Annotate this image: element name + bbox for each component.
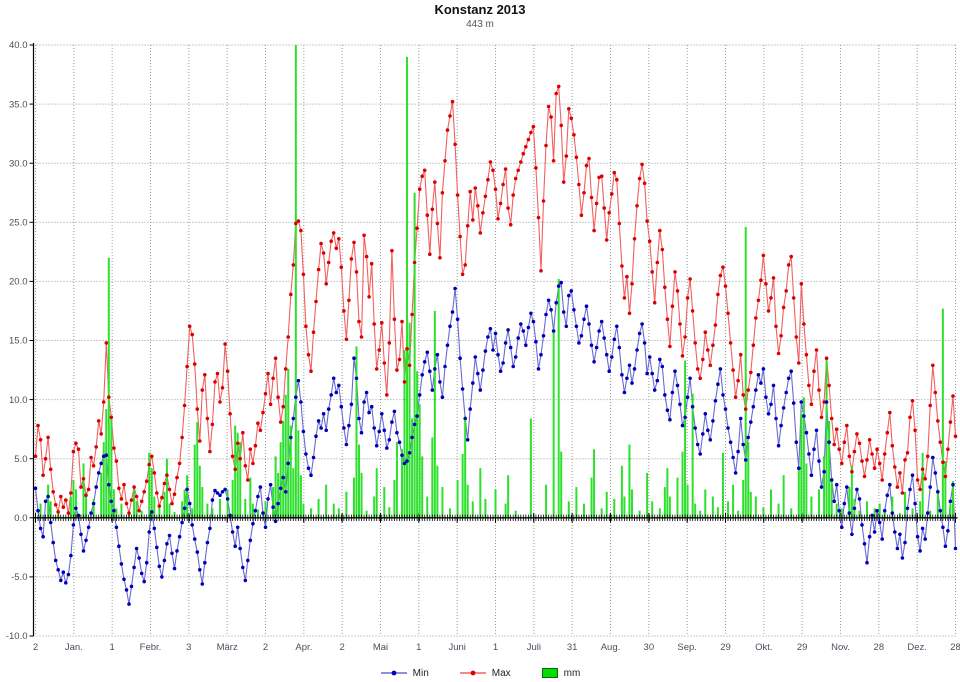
x-tick-label: 1 [416,642,421,653]
y-tick-label: 25.0 [9,218,28,229]
x-tick-label: Nov. [831,642,850,653]
x-tick-label: 2 [33,642,38,653]
x-tick-label: 2 [263,642,268,653]
x-tick-label: Apr. [295,642,312,653]
y-tick-label: 15.0 [9,336,28,347]
legend-item-max: Max [459,668,511,679]
y-tick-label: 30.0 [9,158,28,169]
x-tick-label: März [217,642,238,653]
x-tick-label: 31 [567,642,578,653]
y-tick-label: 5.0 [14,454,27,465]
legend-item-mm: mm [541,667,581,679]
x-tick-label: 1 [493,642,498,653]
legend-label-max: Max [491,667,511,679]
x-gridlines: 2 Jan. 1 Febr. 3 März 2 Apr. 2 Mai 1 Juni 1 Juli 31 Aug… [33,45,960,653]
y-gridlines: 40.0 35.0 30.0 25.0 20.0 15.0 10.0 5.0 0.0 -5.0 -1… [6,40,958,642]
legend-label-min: Min [412,667,429,679]
y-tick-label: 20.0 [9,277,28,288]
max-temperature-series-points [33,84,958,515]
y-tick-label: 10.0 [9,395,28,406]
x-tick-label: 1 [110,642,115,653]
x-tick-label: Sep. [677,642,697,653]
y-tick-label: 35.0 [9,99,28,110]
x-tick-label: Juli [527,642,541,653]
x-tick-label: 28 [950,642,960,653]
x-tick-label: 30 [644,642,655,653]
precip-bar-icon [541,668,558,678]
y-tick-label: -5.0 [11,572,27,583]
min-temperature-series-points [33,280,958,606]
min-line-icon [380,670,407,676]
max-line-icon [459,670,486,676]
x-tick-label: 2 [340,642,345,653]
x-tick-label: 29 [797,642,808,653]
legend-item-min: Min [380,668,429,679]
x-tick-label: Febr. [140,642,162,653]
legend-label-mm: mm [563,667,581,679]
x-tick-label: 28 [874,642,885,653]
y-tick-label: 0.0 [14,513,27,524]
chart-subtitle: 443 m [466,19,494,30]
x-tick-label: Dez. [907,642,927,653]
x-tick-label: Okt. [755,642,772,653]
y-tick-label: 40.0 [9,40,28,51]
zero-axis [33,514,958,521]
y-tick-label: -10.0 [6,631,28,642]
x-tick-label: Mai [373,642,388,653]
chart-legend: Min Max mm [0,667,960,679]
x-tick-label: Aug. [601,642,621,653]
x-tick-label: Jan. [65,642,83,653]
chart-title: Konstanz 2013 [434,2,526,17]
x-tick-label: 29 [720,642,731,653]
x-tick-label: Juni [448,642,465,653]
precipitation-bars [39,45,954,518]
x-tick-label: 3 [186,642,191,653]
